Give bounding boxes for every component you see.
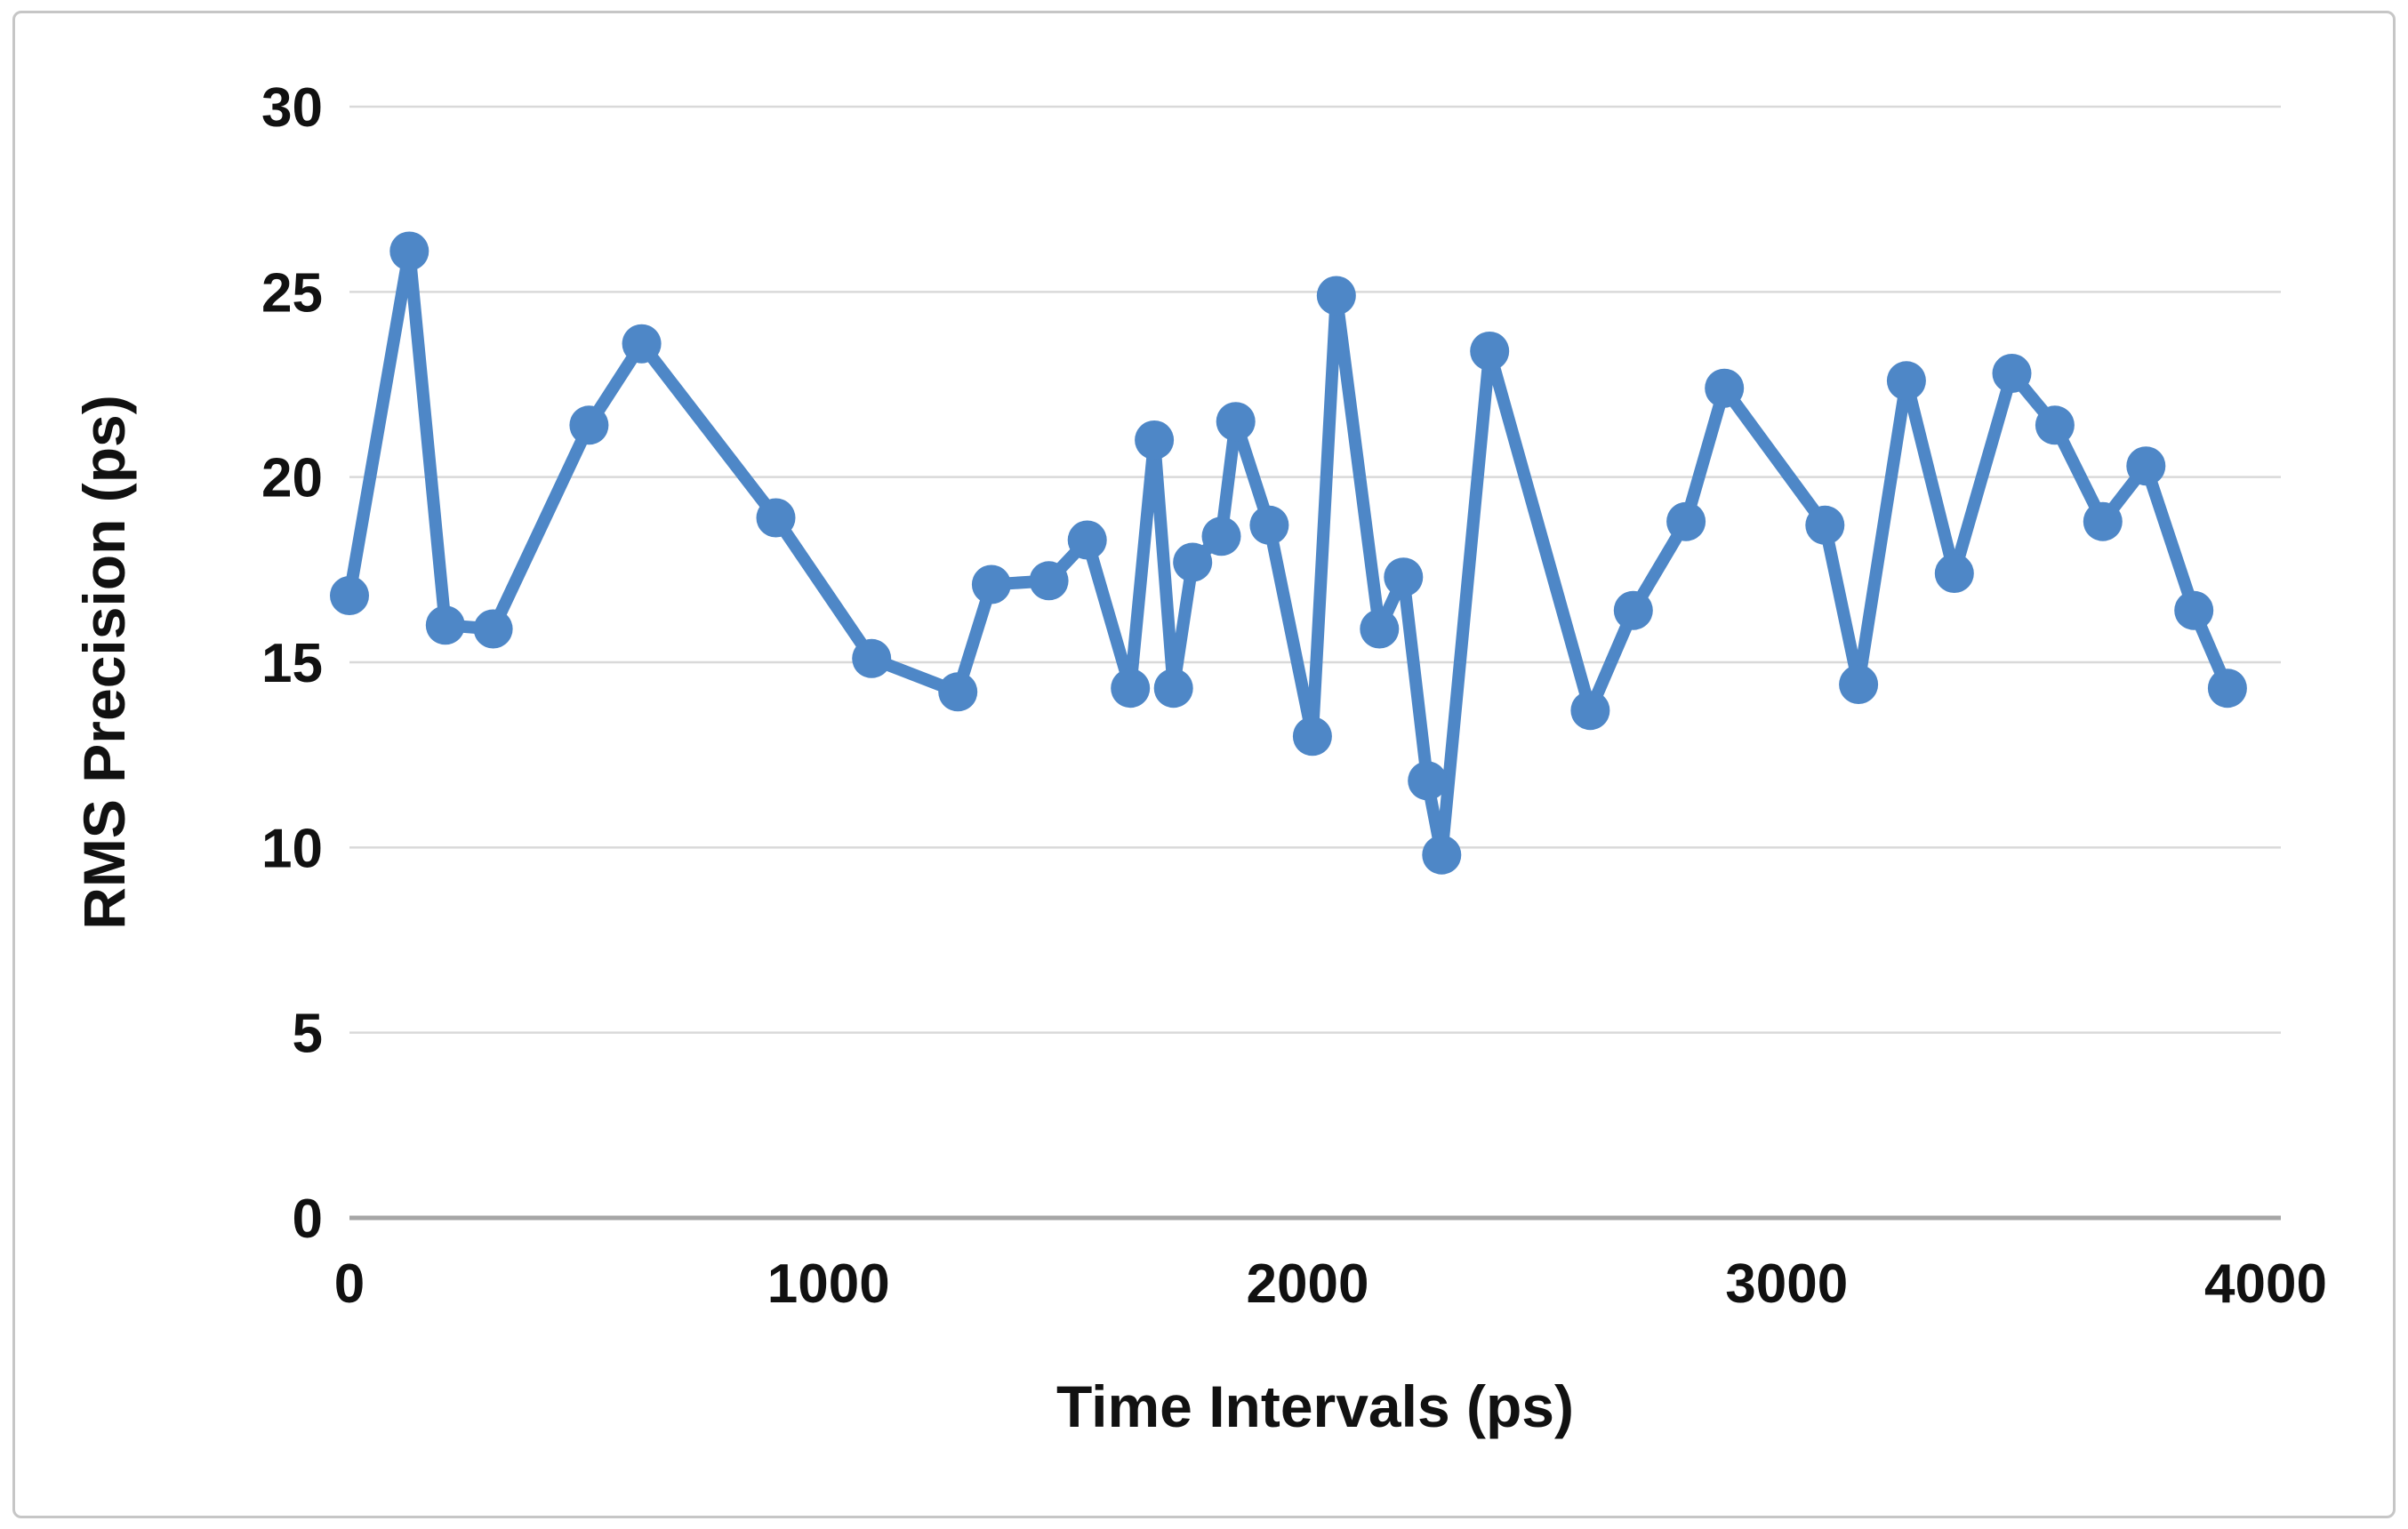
x-tick-label: 1000 (767, 1253, 890, 1315)
data-point-marker (1666, 501, 1706, 541)
data-point-marker (622, 324, 662, 364)
data-point-marker (1992, 354, 2032, 393)
data-point-marker (1111, 668, 1151, 708)
series-line (343, 244, 2234, 861)
data-point-marker (473, 609, 513, 649)
y-tick-label: 15 (261, 633, 323, 694)
data-point-marker (569, 405, 609, 445)
data-point-marker (425, 605, 465, 645)
y-tick-label: 30 (261, 77, 323, 139)
data-point-marker (1029, 561, 1069, 601)
x-tick-label: 0 (334, 1253, 365, 1315)
data-point-marker (1705, 368, 1745, 408)
data-point-marker (1613, 590, 1653, 630)
y-tick-label: 10 (261, 818, 323, 879)
data-point-marker (2126, 446, 2166, 486)
gridlines-group (349, 105, 2281, 1221)
data-point-marker (330, 576, 369, 615)
data-point-marker (1384, 557, 1424, 597)
y-axis-tick-labels: 0 5 10 15 20 25 30 (261, 77, 323, 1250)
x-tick-label: 2000 (1247, 1253, 1369, 1315)
y-tick-label: 0 (293, 1189, 323, 1250)
data-point-marker (1886, 361, 1926, 401)
data-point-marker (1153, 668, 1193, 708)
data-point-marker (1135, 420, 1175, 460)
data-point-marker (1316, 276, 1356, 316)
series-group (330, 231, 2247, 875)
data-point-marker (938, 672, 978, 712)
data-point-marker (2207, 668, 2247, 708)
data-point-marker (1408, 761, 1448, 801)
data-point-marker (1201, 516, 1241, 556)
data-point-marker (1570, 691, 1610, 731)
data-point-marker (1292, 716, 1332, 756)
y-axis-title: RMS Precision (ps) (71, 395, 137, 929)
y-tick-label: 25 (261, 262, 323, 324)
data-point-marker (971, 564, 1011, 604)
data-point-marker (1839, 665, 1879, 704)
x-axis-tick-labels: 0 1000 2000 3000 4000 (334, 1253, 2327, 1315)
data-point-marker (1216, 402, 1256, 442)
data-point-marker (1067, 520, 1107, 560)
data-point-marker (1470, 332, 1510, 371)
data-point-marker (1805, 505, 1845, 545)
data-point-marker (1934, 554, 1974, 593)
y-tick-label: 5 (293, 1004, 323, 1065)
data-point-marker (1173, 542, 1213, 582)
data-point-marker (852, 638, 892, 678)
y-tick-label: 20 (261, 448, 323, 509)
data-point-marker (2035, 405, 2075, 445)
data-point-marker (389, 231, 429, 271)
data-point-marker (2083, 501, 2123, 541)
x-tick-label: 4000 (2204, 1253, 2327, 1315)
x-axis-title: Time Intervals (ps) (1056, 1373, 1574, 1439)
data-point-marker (756, 498, 796, 538)
data-point-marker (1249, 505, 1289, 545)
data-point-marker (2174, 590, 2214, 630)
data-point-marker (1422, 835, 1462, 875)
data-point-marker (1360, 609, 1400, 649)
x-tick-label: 3000 (1725, 1253, 1848, 1315)
